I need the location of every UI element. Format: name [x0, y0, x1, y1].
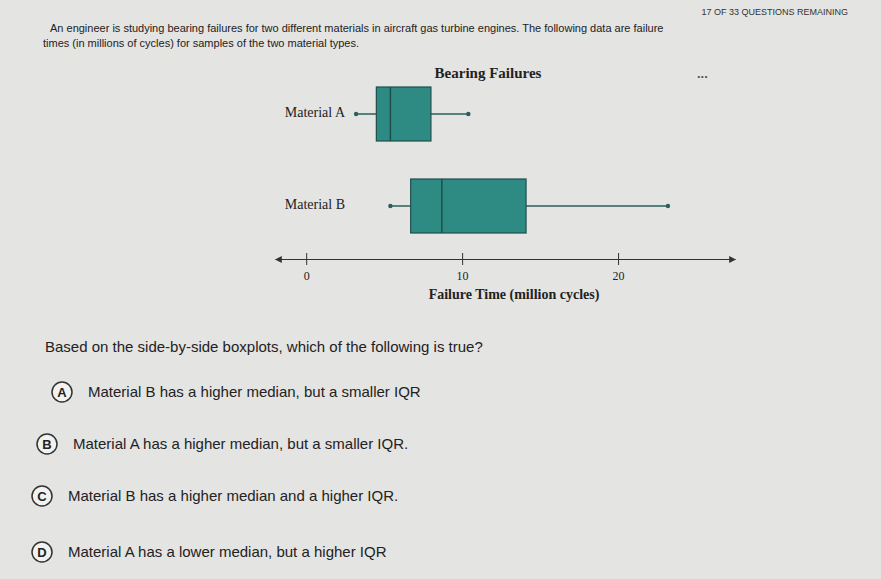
option-text: Material A has a lower median, but a hig… — [68, 543, 387, 560]
category-label: Material B — [285, 197, 345, 212]
tick-label: 0 — [304, 269, 310, 283]
option-radio[interactable] — [32, 486, 52, 506]
tick-label: 10 — [457, 269, 469, 283]
whisker-low — [356, 113, 376, 115]
menu: ... — [697, 66, 708, 81]
whisker-high — [526, 205, 668, 207]
whisker-end — [666, 204, 670, 208]
tick: 20 — [613, 253, 625, 283]
tick-mark — [306, 253, 307, 265]
median — [390, 87, 392, 141]
intro-line: times (in millions of cycles) for sample… — [43, 37, 359, 49]
whisker-low — [390, 205, 410, 207]
option-letter: D — [37, 545, 46, 560]
axis-line — [276, 259, 736, 260]
tick: 10 — [457, 253, 469, 283]
option-letter: A — [57, 385, 67, 400]
option-radio[interactable] — [32, 542, 52, 562]
option-letter: B — [42, 437, 51, 452]
tick-label: 20 — [613, 269, 625, 283]
option-radio[interactable] — [52, 382, 72, 402]
whisker-high — [431, 113, 468, 115]
option-text: Material B has a higher median and a hig… — [68, 487, 398, 504]
tick-mark — [462, 253, 463, 265]
option-text: Material B has a higher median, but a sm… — [88, 383, 421, 400]
progress: 17 OF 33 QUESTIONS REMAINING — [701, 7, 848, 17]
option-text: Material A has a higher median, but a sm… — [73, 435, 408, 452]
tick-mark — [618, 253, 619, 265]
category-label: Material A — [285, 105, 346, 120]
x-axis-title: Failure Time (million cycles) — [429, 287, 600, 303]
option-radio[interactable] — [37, 434, 57, 454]
page: 17 OF 33 QUESTIONS REMAINING... An engine… — [0, 0, 881, 579]
box — [411, 179, 526, 233]
question: Based on the side-by-side boxplots, whic… — [45, 338, 483, 355]
intro-line: An engineer is studying bearing failures… — [50, 22, 664, 34]
tick: 0 — [304, 253, 310, 283]
chart-title: Bearing Failures — [435, 65, 542, 81]
box — [376, 87, 431, 141]
plot-area — [354, 87, 670, 233]
median — [441, 179, 443, 233]
option-letter: C — [37, 489, 47, 504]
x-axis: 0 10 20 — [276, 253, 736, 283]
whisker-end — [388, 204, 392, 208]
whisker-end — [466, 112, 470, 116]
whisker-end — [354, 112, 358, 116]
